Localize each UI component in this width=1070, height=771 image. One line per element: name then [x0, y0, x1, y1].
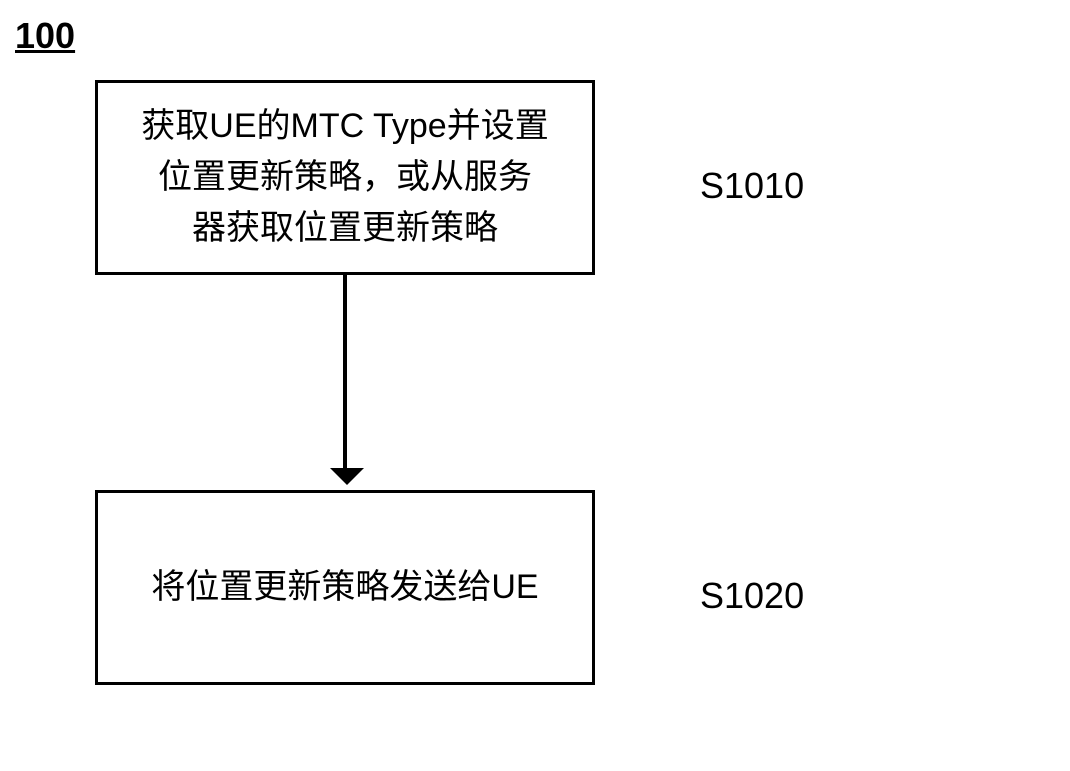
box-step-s1010: 获取UE的MTC Type并设置位置更新策略，或从服务器获取位置更新策略 — [95, 80, 595, 275]
box-step-s1020: 将位置更新策略发送给UE — [95, 490, 595, 685]
arrow-head-1 — [330, 468, 364, 485]
step-label-s1010: S1010 — [700, 165, 804, 207]
box-text-s1020: 将位置更新策略发送给UE — [151, 562, 538, 613]
step-label-s1020: S1020 — [700, 575, 804, 617]
arrow-line-1 — [343, 275, 347, 470]
box-text-s1010: 获取UE的MTC Type并设置位置更新策略，或从服务器获取位置更新策略 — [141, 101, 548, 254]
figure-number: 100 — [15, 15, 75, 57]
